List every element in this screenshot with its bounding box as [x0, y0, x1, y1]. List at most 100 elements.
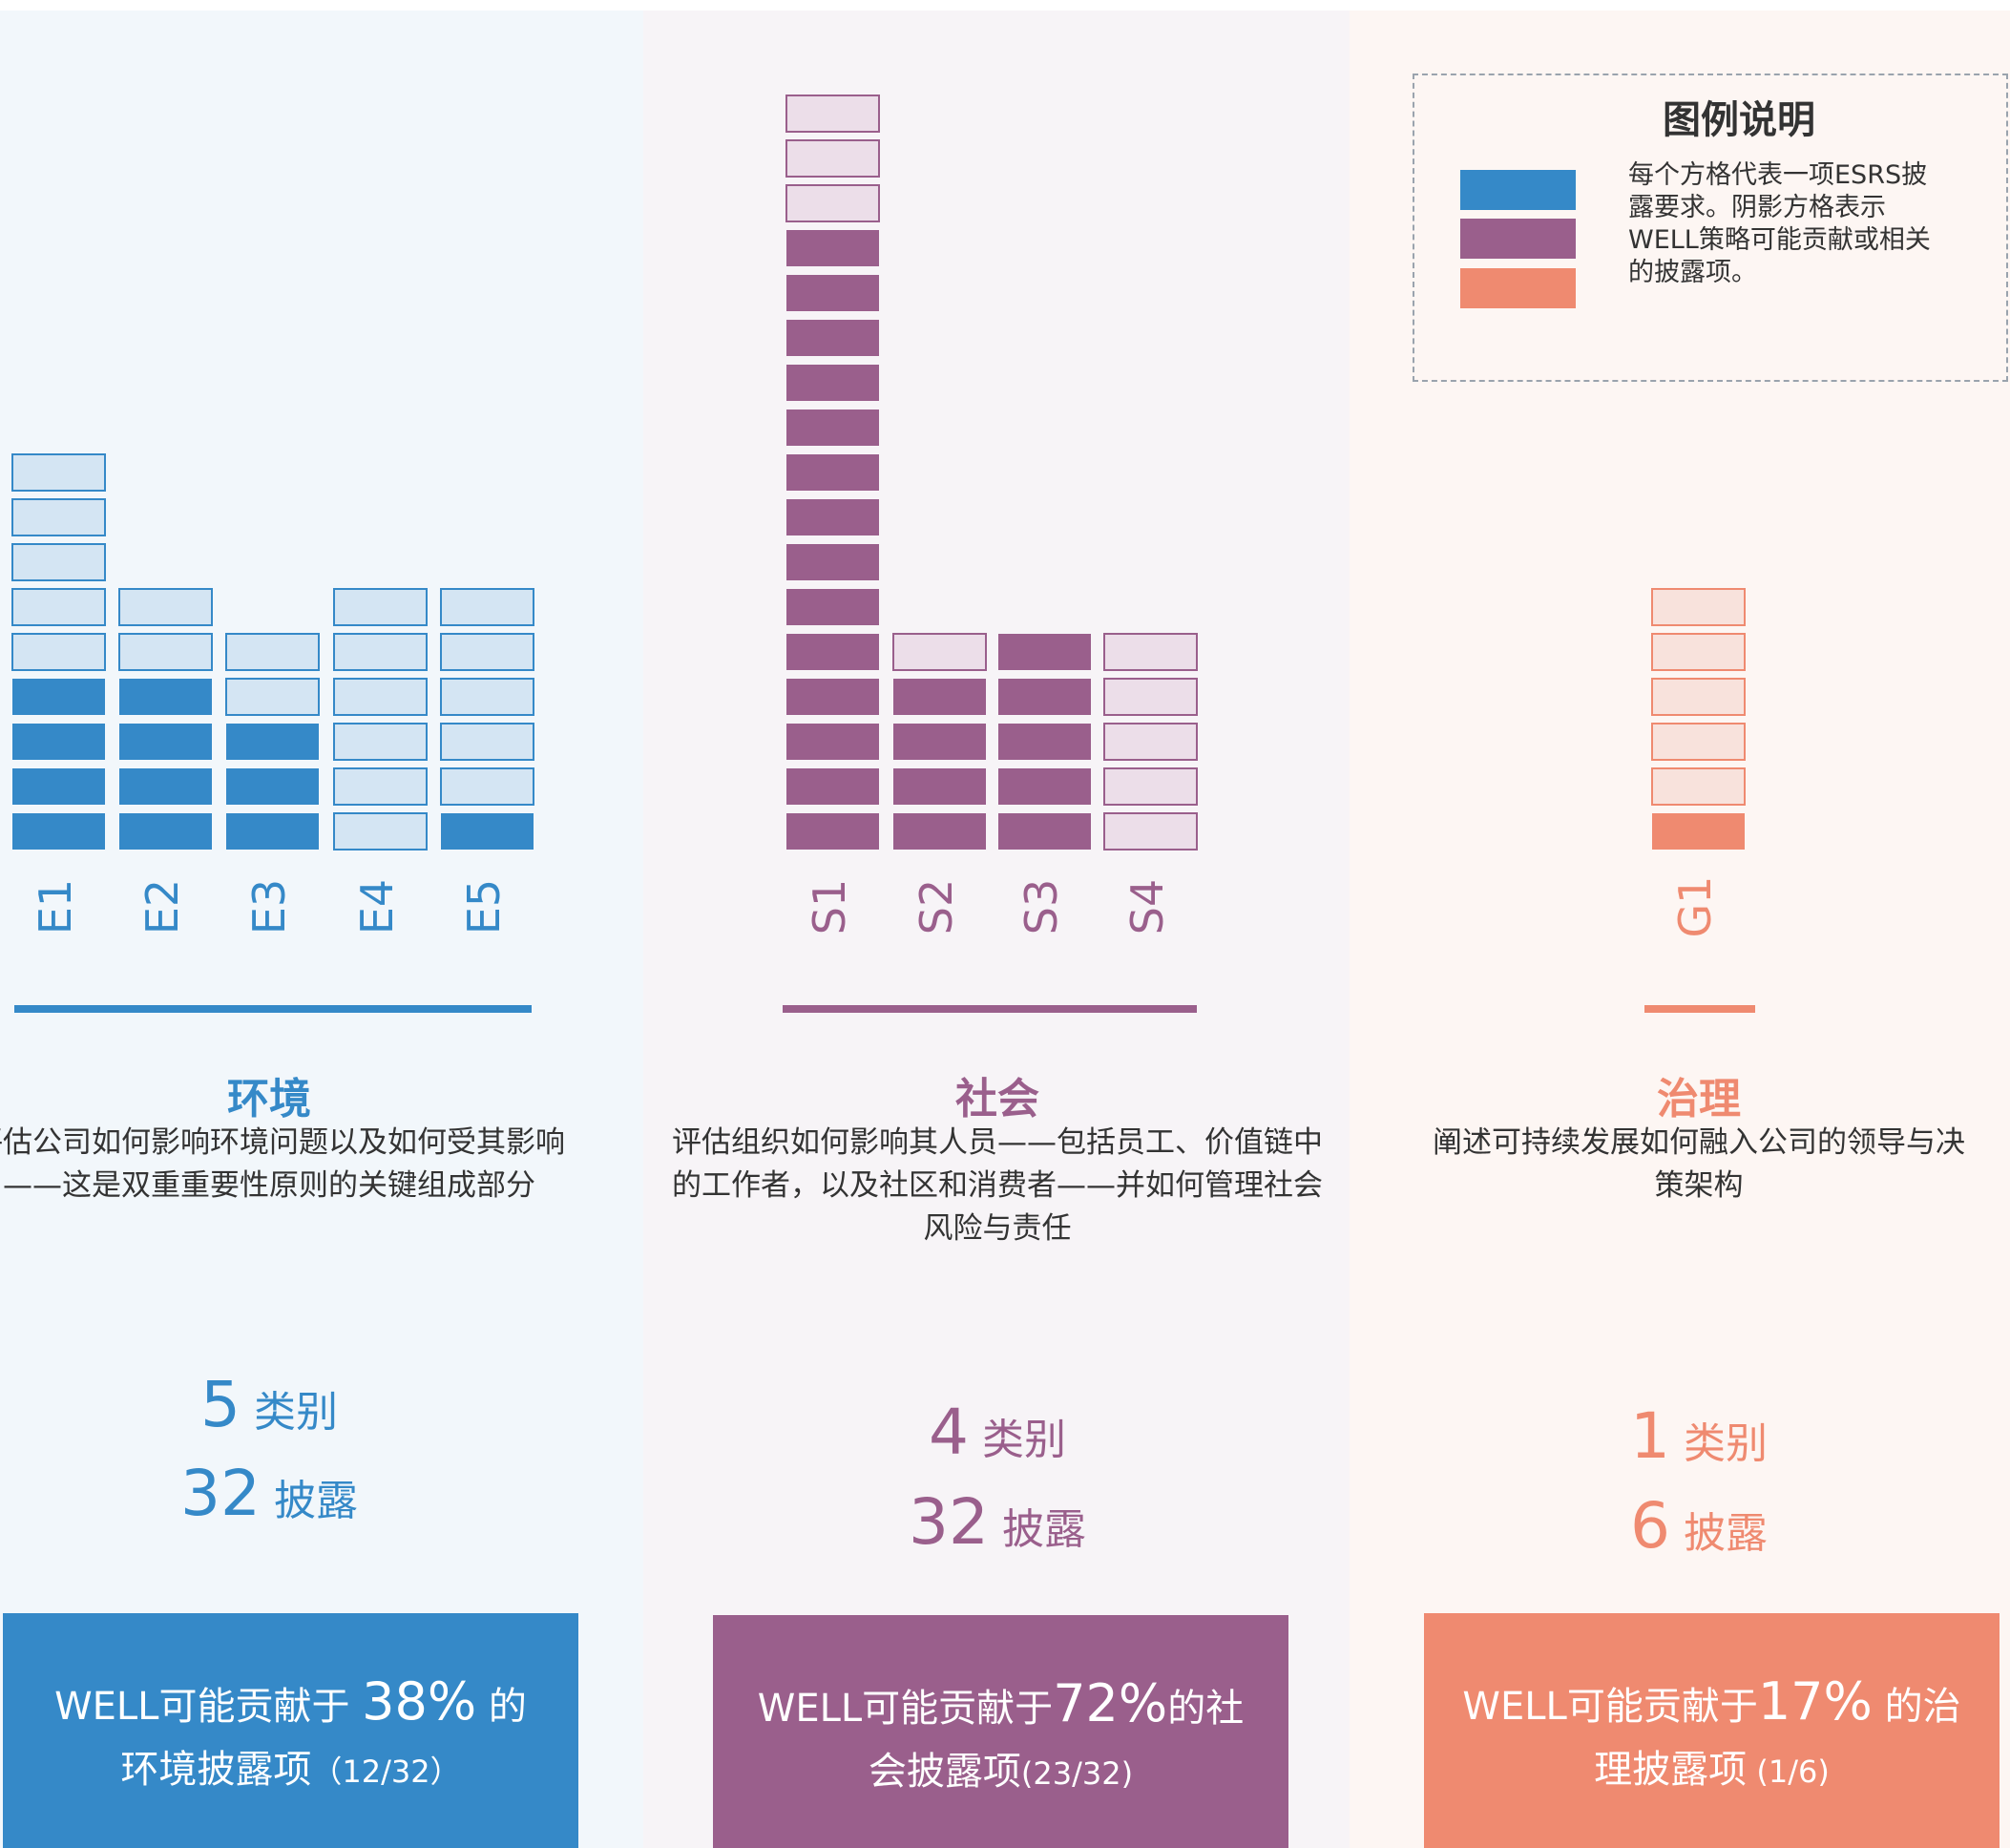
panel-title: 环境: [227, 1075, 311, 1124]
box: [440, 678, 534, 716]
count-number: 32: [180, 1457, 261, 1530]
disclosure-count: 6 披露: [1460, 1489, 1937, 1563]
box: [1651, 588, 1746, 626]
legend: 图例说明 每个方格代表一项ESRS披露要求。阴影方格表示WELL策略可能贡献或相…: [1413, 74, 2008, 382]
summary-line: WELL可能贡献于17% 的治: [1424, 1670, 2000, 1738]
shaded-box: [786, 275, 879, 311]
box: [785, 94, 880, 133]
description-line: 部分: [476, 1168, 535, 1203]
shaded-box: [998, 679, 1091, 715]
summary-note: (23/32): [1020, 1755, 1134, 1792]
summary-tail: 的社: [1167, 1687, 1245, 1731]
shaded-box: [786, 768, 879, 805]
summary-line2: 会披露项: [868, 1750, 1021, 1794]
summary-lead: WELL可能贡献于: [1462, 1685, 1758, 1729]
box: [225, 678, 320, 716]
count-unit: 类别: [982, 1416, 1066, 1464]
box: [1103, 767, 1198, 806]
box: [440, 633, 534, 671]
box: [440, 767, 534, 806]
description-line: 影响——这是双重重要性原则的关键组成: [3, 1125, 565, 1203]
summary-lead: WELL可能贡献于: [54, 1685, 363, 1729]
box: [1651, 678, 1746, 716]
summary-note: (1/6): [1747, 1754, 1830, 1790]
shaded-box: [786, 499, 879, 536]
box: [11, 453, 106, 492]
count-unit: 类别: [1684, 1419, 1768, 1468]
summary-box: WELL可能贡献于17% 的治 理披露项 (1/6): [1424, 1613, 2000, 1848]
legend-title: 图例说明: [1663, 98, 1815, 142]
category-label: S3: [1015, 879, 1067, 934]
box: [1651, 633, 1746, 671]
summary-percent: 72%: [1053, 1673, 1168, 1733]
count-number: 4: [929, 1396, 969, 1469]
box: [785, 184, 880, 222]
shaded-box: [893, 679, 986, 715]
box: [440, 723, 534, 761]
category-count: 1 类别: [1460, 1399, 1937, 1473]
box: [1103, 678, 1198, 716]
box: [1651, 723, 1746, 761]
count-number: 6: [1630, 1489, 1670, 1563]
box: [1103, 723, 1198, 761]
legend-swatch: [1460, 170, 1576, 210]
count-unit: 披露: [1001, 1505, 1086, 1554]
shaded-box: [12, 768, 105, 805]
legend-swatch: [1460, 219, 1576, 259]
box: [785, 139, 880, 178]
shaded-box: [119, 768, 212, 805]
panel-background: [1350, 10, 2010, 1848]
box: [440, 588, 534, 626]
shaded-box: [226, 813, 319, 850]
shaded-box: [786, 410, 879, 446]
shaded-box: [786, 230, 879, 266]
description-line: 评估组织如何影响其人员——包括员工、价值: [672, 1125, 1264, 1160]
shaded-box: [998, 634, 1091, 670]
count-unit: 类别: [254, 1388, 338, 1437]
box: [1103, 633, 1198, 671]
summary-percent: 17%: [1757, 1671, 1873, 1732]
box: [1103, 812, 1198, 850]
summary-line: 会披露项(23/32): [713, 1740, 1288, 1805]
box: [11, 588, 106, 626]
count-unit: 披露: [273, 1477, 358, 1525]
panel-background: [0, 10, 643, 1848]
shaded-box: [786, 634, 879, 670]
summary-line: WELL可能贡献于72%的社: [713, 1672, 1288, 1740]
category-label: E1: [30, 879, 81, 934]
summary-tail: 的治: [1872, 1685, 1961, 1729]
description: 阐述可持续发展如何融入公司的领导与决策架构: [1432, 1122, 1966, 1208]
description-line: 导与决策架构: [1654, 1125, 1966, 1203]
shaded-box: [998, 724, 1091, 760]
count-unit: 披露: [1684, 1509, 1768, 1558]
shaded-box: [893, 768, 986, 805]
box: [118, 633, 213, 671]
shaded-box: [786, 365, 879, 401]
shaded-box: [893, 724, 986, 760]
box: [11, 543, 106, 581]
shaded-box: [998, 813, 1091, 850]
box: [333, 767, 428, 806]
shaded-box: [226, 768, 319, 805]
category-count: 4 类别: [759, 1396, 1236, 1469]
disclosure-count: 32 披露: [31, 1457, 508, 1530]
shaded-box: [786, 544, 879, 580]
shaded-box: [119, 813, 212, 850]
shaded-box: [12, 813, 105, 850]
description-line: 阐述可持续发展如何融入公司的领: [1433, 1125, 1876, 1160]
category-label: S4: [1121, 879, 1173, 934]
box: [118, 588, 213, 626]
count-number: 1: [1630, 1399, 1670, 1473]
legend-text: 每个方格代表一项ESRS披露要求。阴影方格表示WELL策略可能贡献或相关的披露项…: [1628, 160, 1931, 287]
box: [333, 678, 428, 716]
category-label: E3: [243, 879, 295, 934]
description: 评估组织如何影响其人员——包括员工、价值链中的工作者，以及社区和消费者——并如何…: [663, 1122, 1331, 1250]
shaded-box: [786, 589, 879, 625]
panel-background: [643, 10, 1350, 1848]
box: [333, 812, 428, 850]
category-label: E2: [136, 879, 188, 934]
shaded-box: [441, 813, 534, 850]
box: [333, 723, 428, 761]
count-number: 32: [909, 1485, 989, 1559]
